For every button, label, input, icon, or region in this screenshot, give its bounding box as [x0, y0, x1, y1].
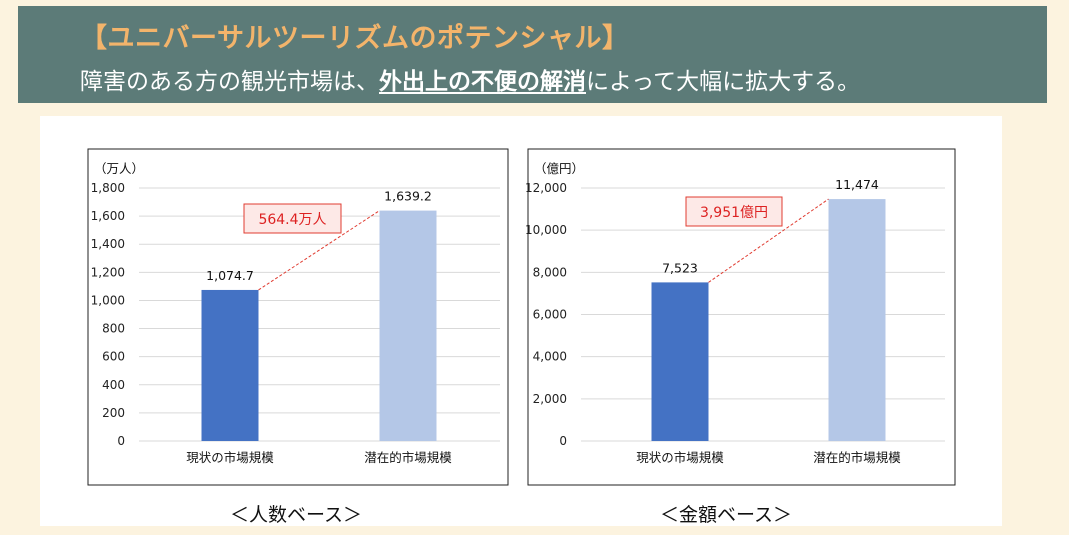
caption-right: ＜金額ベース＞: [660, 504, 793, 526]
y-tick-label: 1,800: [91, 181, 125, 195]
y-tick-label: 4,000: [533, 350, 567, 364]
y-tick-label: 1,000: [91, 293, 125, 307]
bar-current: [651, 282, 709, 441]
y-tick-label: 1,200: [91, 265, 125, 279]
difference-callout-label: 3,951億円: [700, 205, 768, 221]
charts-svg: （万人） 0 200 400 600 800 1,000 1,200 1,400 1,600 1,8…: [87, 148, 956, 486]
y-tick-label: 8,000: [533, 265, 567, 279]
data-label: 1,074.7: [206, 268, 254, 283]
y-tick-label: 0: [559, 434, 567, 448]
y-tick-label: 600: [102, 350, 125, 364]
y-tick-label: 0: [117, 434, 125, 448]
y-tick-label: 200: [102, 406, 125, 420]
data-label: 1,639.2: [384, 189, 432, 204]
header-banner: 【ユニバーサルツーリズムのポテンシャル】 障害のある方の観光市場は、外出上の不便…: [18, 6, 1047, 103]
y-tick-label: 800: [102, 322, 125, 336]
category-label: 現状の市場規模: [636, 450, 724, 465]
unit-label: （億円）: [534, 161, 584, 176]
category-label: 潜在的市場規模: [364, 450, 452, 465]
difference-callout-box: [243, 203, 342, 234]
y-tick-label: 1,400: [91, 237, 125, 251]
difference-callout-box: [685, 196, 783, 227]
chart-frame: [87, 148, 509, 486]
charts-panel: （万人） 0 200 400 600 800 1,000 1,200 1,400 1,600 1,8…: [40, 116, 1002, 526]
bar-current: [201, 289, 259, 441]
bar-potential: [828, 199, 886, 441]
y-tick-label: 10,000: [525, 223, 567, 237]
subtitle-emphasis: 外出上の不便の解消: [379, 69, 586, 95]
category-label: 潜在的市場規模: [813, 450, 901, 465]
difference-line: [258, 210, 380, 291]
caption-left: ＜人数ベース＞: [230, 504, 363, 526]
category-label: 現状の市場規模: [186, 450, 274, 465]
data-label: 11,474: [835, 177, 879, 192]
y-tick-label: 400: [102, 378, 125, 392]
banner-title: 【ユニバーサルツーリズムのポテンシャル】: [80, 23, 630, 54]
y-tick-label: 2,000: [533, 392, 567, 406]
y-tick-label: 6,000: [533, 308, 567, 322]
subtitle-after: によって大幅に拡大する。: [586, 69, 861, 95]
difference-line: [708, 198, 829, 283]
banner-subtitle: 障害のある方の観光市場は、外出上の不便の解消によって大幅に拡大する。: [80, 62, 860, 96]
subtitle-before: 障害のある方の観光市場は、: [80, 69, 379, 95]
bar-potential: [379, 210, 437, 441]
difference-callout-label: 564.4万人: [258, 212, 326, 228]
y-tick-label: 1,600: [91, 209, 125, 223]
unit-label: （万人）: [94, 161, 144, 176]
y-tick-label: 12,000: [525, 181, 567, 195]
data-label: 7,523: [662, 260, 698, 275]
